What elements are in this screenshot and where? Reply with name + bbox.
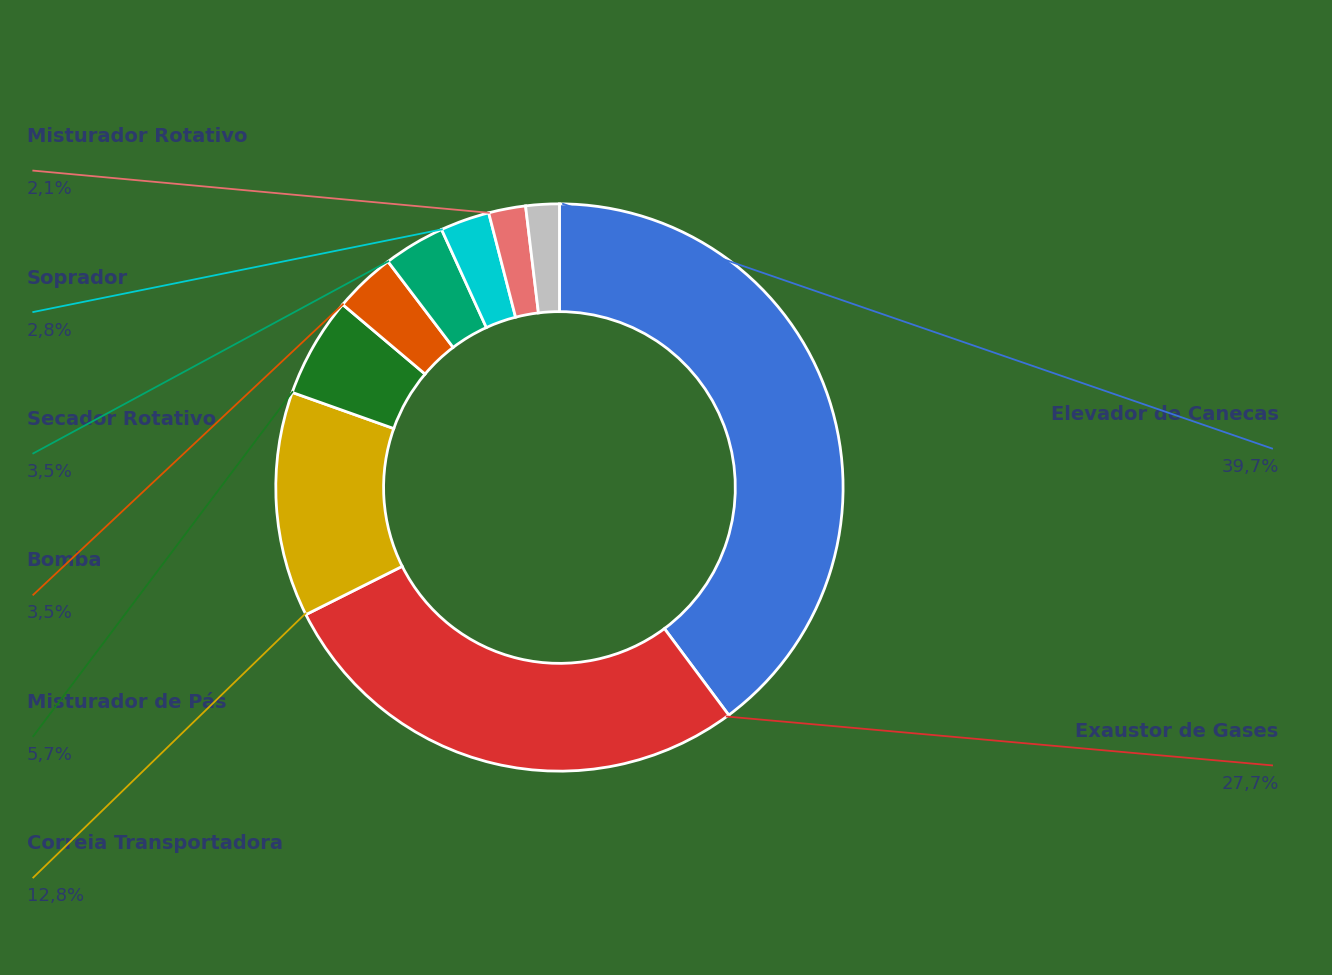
Text: Correia Transportadora: Correia Transportadora (27, 835, 282, 853)
Wedge shape (276, 392, 402, 614)
Text: 2,1%: 2,1% (27, 180, 72, 198)
Text: Misturador Rotativo: Misturador Rotativo (27, 128, 248, 146)
Wedge shape (306, 566, 729, 771)
Text: 12,8%: 12,8% (27, 887, 84, 905)
Wedge shape (292, 304, 425, 429)
Text: Soprador: Soprador (27, 269, 128, 288)
Text: Misturador de Pás: Misturador de Pás (27, 693, 226, 712)
Text: Elevador de Canecas: Elevador de Canecas (1051, 406, 1279, 424)
Wedge shape (526, 204, 559, 313)
Wedge shape (388, 229, 486, 347)
Text: 27,7%: 27,7% (1221, 775, 1279, 793)
Wedge shape (489, 206, 538, 317)
Text: Secador Rotativo: Secador Rotativo (27, 410, 216, 429)
Wedge shape (342, 261, 453, 374)
Wedge shape (442, 213, 515, 328)
Text: 5,7%: 5,7% (27, 746, 72, 763)
Text: Exaustor de Gases: Exaustor de Gases (1075, 722, 1279, 741)
Text: 3,5%: 3,5% (27, 604, 72, 622)
Text: 3,5%: 3,5% (27, 463, 72, 481)
Text: 2,8%: 2,8% (27, 322, 72, 339)
Wedge shape (559, 204, 843, 715)
Text: Bomba: Bomba (27, 552, 103, 570)
Text: 39,7%: 39,7% (1221, 458, 1279, 476)
